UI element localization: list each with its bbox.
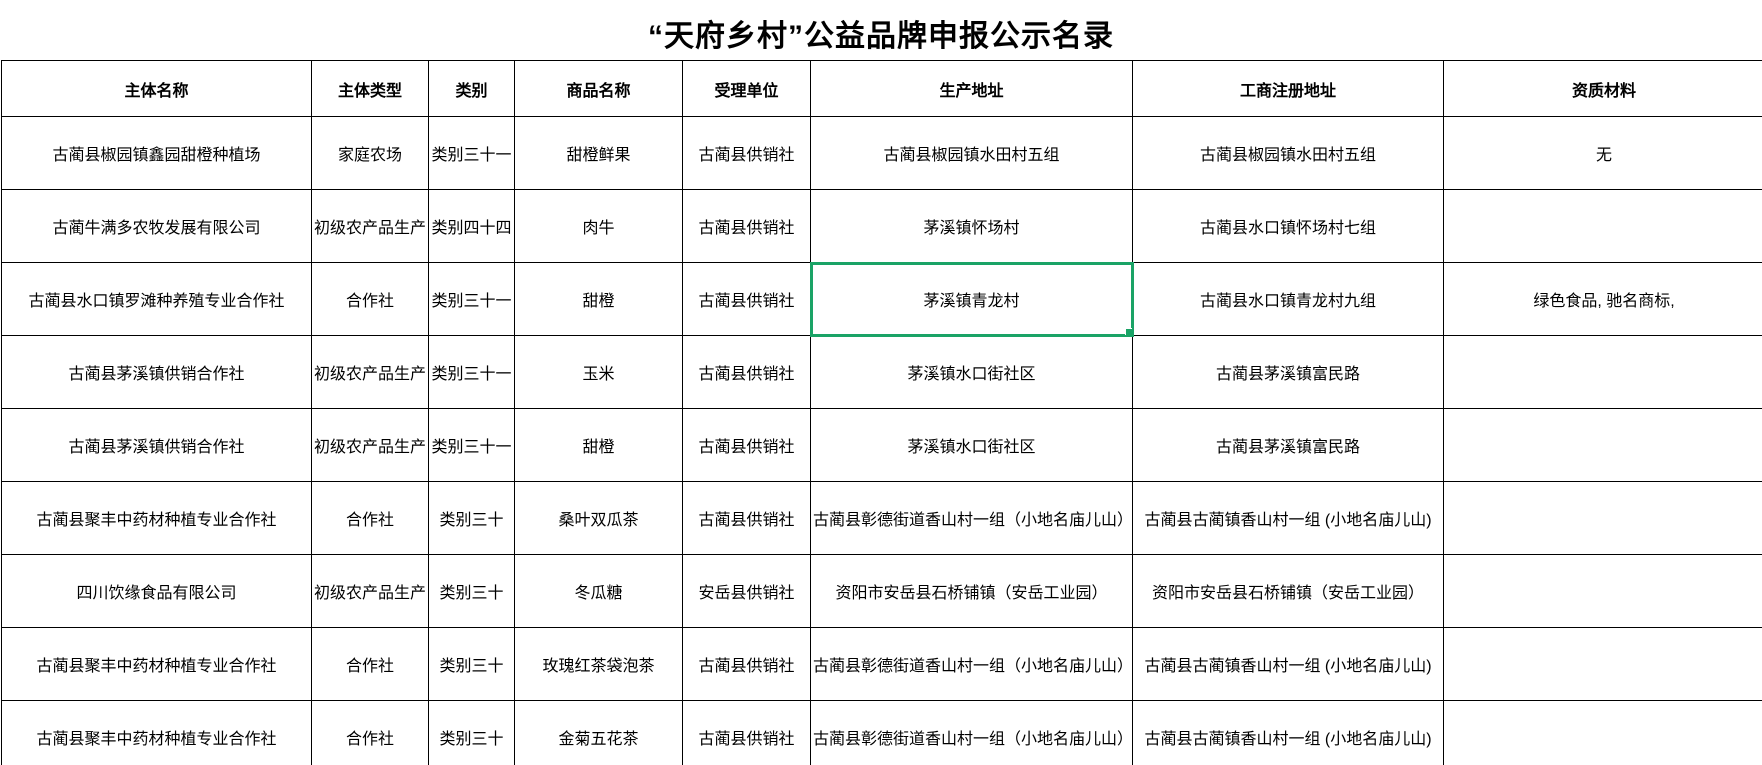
table-row: 古蔺县椒园镇鑫园甜橙种植场 家庭农场 类别三十一 甜橙鲜果 古蔺县供销社 古蔺县椒园镇水田… bbox=[1, 116, 1762, 190]
table-cell[interactable]: 古蔺县聚丰中药材种植专业合作社 bbox=[1, 481, 312, 555]
table-cell[interactable]: 家庭农场 bbox=[311, 116, 429, 190]
column-header-production-address[interactable]: 生产地址 bbox=[810, 60, 1133, 117]
table-cell[interactable]: 类别三十一 bbox=[428, 335, 515, 409]
column-header-registered-address[interactable]: 工商注册地址 bbox=[1132, 60, 1444, 117]
table-row: 古蔺牛满多农牧发展有限公司 初级农产品生产 类别四十四 肉牛 古蔺县供销社 茅溪镇怀场村古… bbox=[1, 189, 1762, 263]
table-cell[interactable]: 古蔺县茅溪镇富民路 bbox=[1132, 408, 1444, 482]
table-cell[interactable]: 古蔺县供销社 bbox=[682, 481, 811, 555]
column-header-category[interactable]: 类别 bbox=[428, 60, 515, 117]
table-cell[interactable]: 玉米 bbox=[514, 335, 683, 409]
table-cell[interactable]: 四川饮缘食品有限公司 bbox=[1, 554, 312, 628]
table-cell[interactable] bbox=[1443, 408, 1762, 482]
table-cell[interactable]: 古蔺县供销社 bbox=[682, 627, 811, 701]
table-row: 古蔺县聚丰中药材种植专业合作社 合作社 类别三十 桑叶双瓜茶 古蔺县供销社 古蔺县彰德街道… bbox=[1, 481, 1762, 555]
table-cell[interactable]: 古蔺县水口镇罗滩种养殖专业合作社 bbox=[1, 262, 312, 336]
selected-cell[interactable]: 茅溪镇青龙村 bbox=[809, 261, 1134, 337]
table-cell[interactable]: 初级农产品生产 bbox=[311, 335, 429, 409]
table-cell[interactable]: 合作社 bbox=[311, 262, 429, 336]
table-cell[interactable]: 古蔺县古蔺镇香山村一组 (小地名庙儿山) bbox=[1132, 700, 1444, 765]
table-cell[interactable]: 类别三十一 bbox=[428, 262, 515, 336]
table-cell[interactable]: 古蔺县供销社 bbox=[682, 408, 811, 482]
table-cell[interactable]: 类别三十一 bbox=[428, 408, 515, 482]
table-cell[interactable]: 茅溪镇水口街社区 bbox=[810, 408, 1133, 482]
table-cell[interactable]: 类别三十一 bbox=[428, 116, 515, 190]
column-header-subject-name[interactable]: 主体名称 bbox=[1, 60, 312, 117]
table-cell[interactable]: 古蔺县供销社 bbox=[682, 189, 811, 263]
table-cell[interactable]: 古蔺县供销社 bbox=[682, 116, 811, 190]
table-cell[interactable]: 资阳市安岳县石桥铺镇（安岳工业园） bbox=[1132, 554, 1444, 628]
table-row: 古蔺县水口镇罗滩种养殖专业合作社 合作社 类别三十一 甜橙 古蔺县供销社 茅溪镇青龙村 古蔺… bbox=[1, 261, 1762, 337]
table-cell[interactable] bbox=[1443, 700, 1762, 765]
table-cell[interactable]: 古蔺县椒园镇鑫园甜橙种植场 bbox=[1, 116, 312, 190]
table-cell[interactable]: 古蔺县聚丰中药材种植专业合作社 bbox=[1, 627, 312, 701]
table-cell[interactable]: 古蔺县椒园镇水田村五组 bbox=[1132, 116, 1444, 190]
table-cell[interactable]: 初级农产品生产 bbox=[311, 554, 429, 628]
table-cell[interactable]: 古蔺县供销社 bbox=[682, 262, 811, 336]
header-row: 主体名称 主体类型 类别 商品名称 受理单位 生产地址 工商注册地址 资质材料 bbox=[1, 60, 1762, 117]
table-cell[interactable] bbox=[1443, 627, 1762, 701]
table-cell[interactable]: 无 bbox=[1443, 116, 1762, 190]
table-cell[interactable]: 茅溪镇怀场村 bbox=[810, 189, 1133, 263]
table-row: 古蔺县聚丰中药材种植专业合作社 合作社 类别三十 金菊五花茶 古蔺县供销社 古蔺县彰德街道… bbox=[1, 700, 1762, 765]
table-cell[interactable]: 甜橙鲜果 bbox=[514, 116, 683, 190]
table-cell[interactable]: 古蔺县椒园镇水田村五组 bbox=[810, 116, 1133, 190]
table-cell[interactable]: 类别三十 bbox=[428, 481, 515, 555]
data-table: 主体名称 主体类型 类别 商品名称 受理单位 生产地址 工商注册地址 资质材料 … bbox=[1, 60, 1762, 765]
table-cell[interactable]: 安岳县供销社 bbox=[682, 554, 811, 628]
table-cell[interactable]: 古蔺县聚丰中药材种植专业合作社 bbox=[1, 700, 312, 765]
column-header-qualification-materials[interactable]: 资质材料 bbox=[1443, 60, 1762, 117]
table-cell[interactable] bbox=[1443, 481, 1762, 555]
table-cell[interactable]: 甜橙 bbox=[514, 408, 683, 482]
table-cell[interactable]: 绿色食品, 驰名商标, bbox=[1443, 262, 1762, 336]
table-cell[interactable]: 古蔺县古蔺镇香山村一组 (小地名庙儿山) bbox=[1132, 481, 1444, 555]
table-row: 古蔺县茅溪镇供销合作社 初级农产品生产 类别三十一 甜橙 古蔺县供销社 茅溪镇水口街社区古… bbox=[1, 408, 1762, 482]
table-body: 古蔺县椒园镇鑫园甜橙种植场 家庭农场 类别三十一 甜橙鲜果 古蔺县供销社 古蔺县椒园镇水田… bbox=[1, 116, 1762, 765]
table-cell[interactable] bbox=[1443, 335, 1762, 409]
table-row: 古蔺县聚丰中药材种植专业合作社 合作社 类别三十 玫瑰红茶袋泡茶 古蔺县供销社 古蔺县彰德… bbox=[1, 627, 1762, 701]
table-cell[interactable]: 古蔺县茅溪镇供销合作社 bbox=[1, 408, 312, 482]
table-cell[interactable]: 资阳市安岳县石桥铺镇（安岳工业园） bbox=[810, 554, 1133, 628]
table-cell[interactable]: 古蔺县供销社 bbox=[682, 700, 811, 765]
table-cell[interactable]: 桑叶双瓜茶 bbox=[514, 481, 683, 555]
table-cell[interactable]: 玫瑰红茶袋泡茶 bbox=[514, 627, 683, 701]
table-cell[interactable]: 类别四十四 bbox=[428, 189, 515, 263]
table-cell[interactable]: 类别三十 bbox=[428, 700, 515, 765]
table-cell[interactable]: 初级农产品生产 bbox=[311, 189, 429, 263]
table-cell[interactable]: 古蔺牛满多农牧发展有限公司 bbox=[1, 189, 312, 263]
table-cell[interactable]: 甜橙 bbox=[514, 262, 683, 336]
table-cell[interactable]: 古蔺县彰德街道香山村一组（小地名庙儿山） bbox=[810, 627, 1133, 701]
column-header-product-name[interactable]: 商品名称 bbox=[514, 60, 683, 117]
table-cell[interactable] bbox=[1443, 189, 1762, 263]
table-cell[interactable]: 古蔺县茅溪镇供销合作社 bbox=[1, 335, 312, 409]
table-row: 四川饮缘食品有限公司 初级农产品生产 类别三十 冬瓜糖 安岳县供销社 资阳市安岳县石桥铺镇… bbox=[1, 554, 1762, 628]
table-cell[interactable]: 类别三十 bbox=[428, 554, 515, 628]
table-cell[interactable]: 合作社 bbox=[311, 700, 429, 765]
table-cell[interactable] bbox=[1443, 554, 1762, 628]
table-cell[interactable]: 合作社 bbox=[311, 481, 429, 555]
table-cell[interactable]: 古蔺县茅溪镇富民路 bbox=[1132, 335, 1444, 409]
table-cell[interactable]: 古蔺县彰德街道香山村一组（小地名庙儿山） bbox=[810, 700, 1133, 765]
table-cell[interactable]: 古蔺县水口镇怀场村七组 bbox=[1132, 189, 1444, 263]
table-cell[interactable]: 冬瓜糖 bbox=[514, 554, 683, 628]
table-cell[interactable]: 合作社 bbox=[311, 627, 429, 701]
column-header-accepting-unit[interactable]: 受理单位 bbox=[682, 60, 811, 117]
page-title: “天府乡村”公益品牌申报公示名录 bbox=[648, 20, 1114, 53]
table-cell[interactable]: 古蔺县水口镇青龙村九组 bbox=[1132, 262, 1444, 336]
table-cell[interactable]: 茅溪镇水口街社区 bbox=[810, 335, 1133, 409]
table-row: 古蔺县茅溪镇供销合作社 初级农产品生产 类别三十一 玉米 古蔺县供销社 茅溪镇水口街社区古… bbox=[1, 335, 1762, 409]
table-cell[interactable]: 古蔺县古蔺镇香山村一组 (小地名庙儿山) bbox=[1132, 627, 1444, 701]
table-cell[interactable]: 类别三十 bbox=[428, 627, 515, 701]
column-header-subject-type[interactable]: 主体类型 bbox=[311, 60, 429, 117]
table-cell[interactable]: 肉牛 bbox=[514, 189, 683, 263]
table-cell[interactable]: 古蔺县供销社 bbox=[682, 335, 811, 409]
table-cell[interactable]: 初级农产品生产 bbox=[311, 408, 429, 482]
table-cell[interactable]: 古蔺县彰德街道香山村一组（小地名庙儿山） bbox=[810, 481, 1133, 555]
table-cell[interactable]: 金菊五花茶 bbox=[514, 700, 683, 765]
